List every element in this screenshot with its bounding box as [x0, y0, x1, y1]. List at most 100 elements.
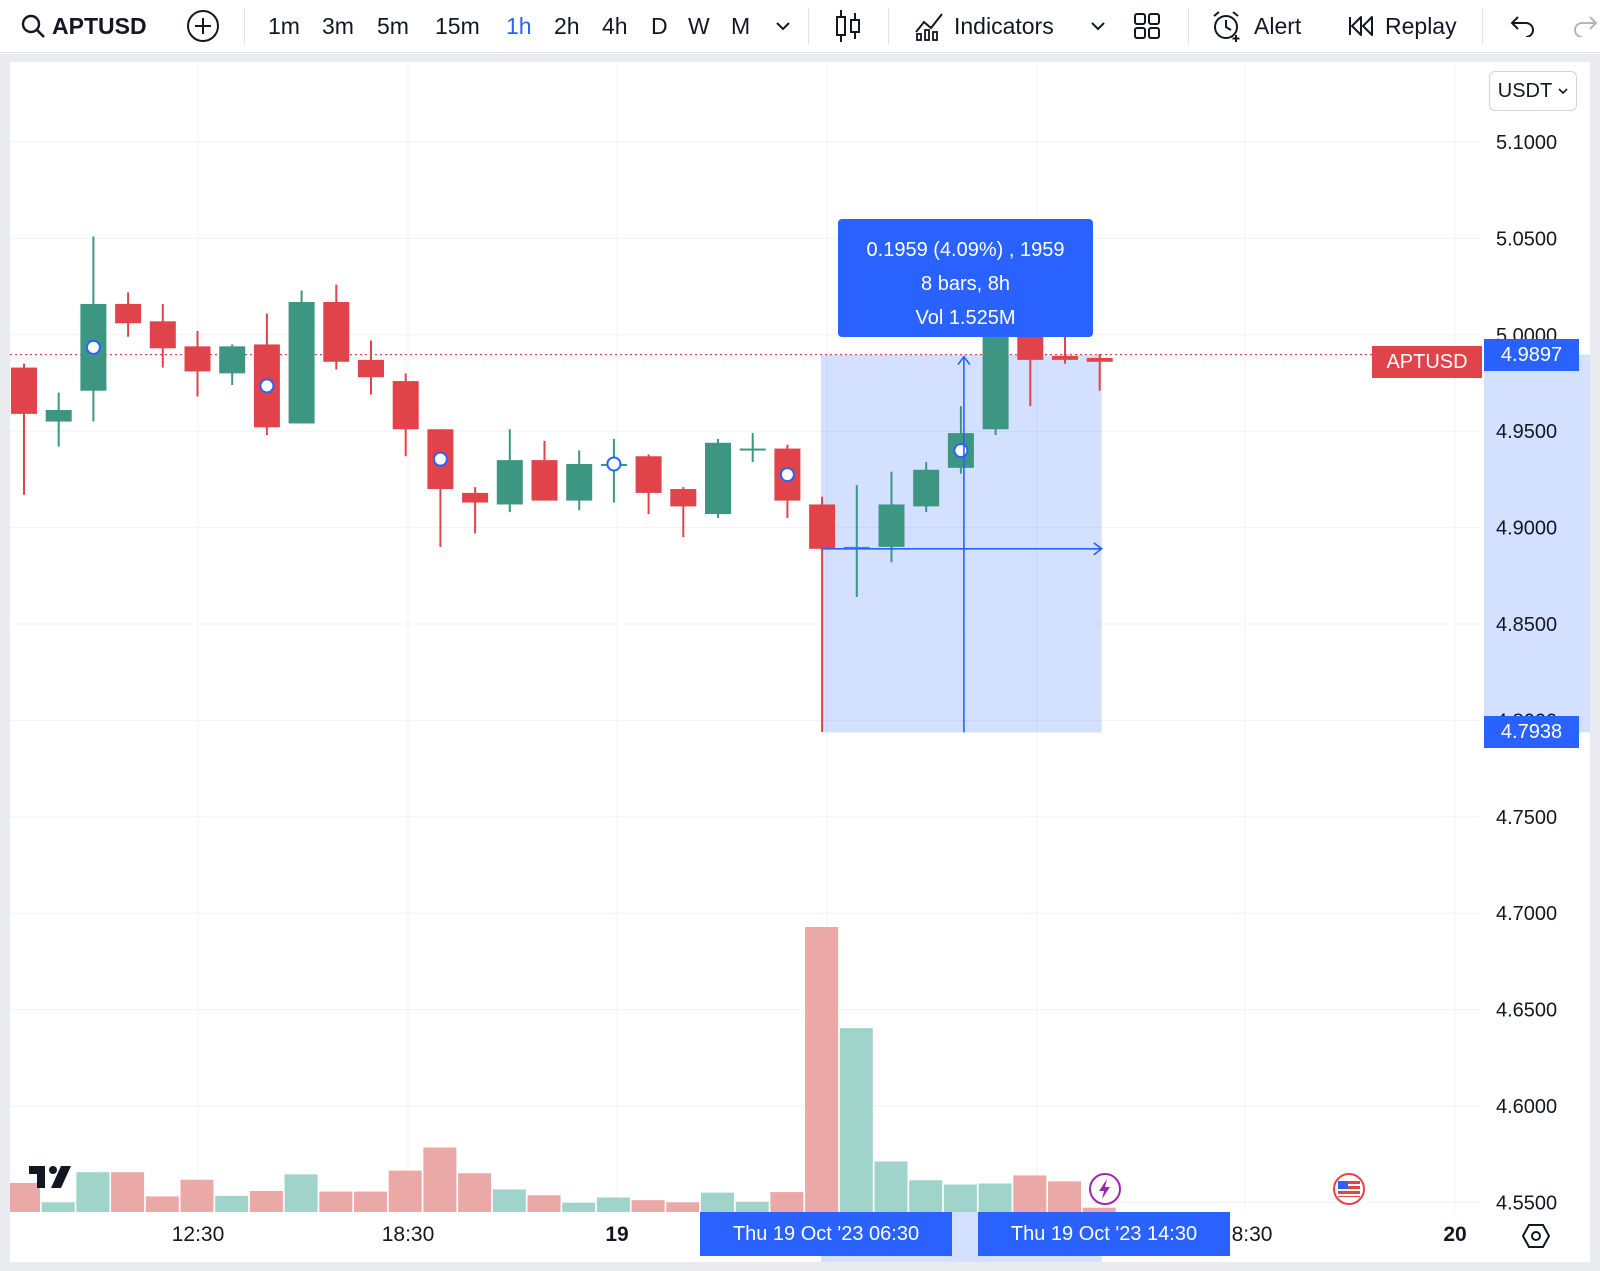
chart-settings-icon[interactable] — [1521, 1222, 1551, 1255]
y-tick-label: 4.7500 — [1496, 807, 1557, 829]
event-marker — [432, 451, 448, 467]
volume-bar — [666, 1202, 700, 1212]
interval-5m[interactable]: 5m — [377, 12, 409, 39]
alert-label: Alert — [1254, 12, 1302, 39]
volume-bar — [1048, 1181, 1081, 1212]
intervals-dropdown[interactable] — [775, 0, 791, 52]
add-circle-icon — [187, 10, 219, 42]
interval-m[interactable]: M — [731, 12, 751, 39]
volume-bar — [527, 1195, 561, 1212]
candle-body — [913, 469, 940, 507]
undo-icon — [1510, 16, 1534, 37]
y-tick-label: 4.9000 — [1496, 518, 1557, 540]
volume-bar — [978, 1183, 1012, 1212]
event-marker — [606, 456, 622, 472]
interval-1m[interactable]: 1m — [268, 12, 300, 39]
measure-high-price-label: 4.9897 — [1484, 339, 1579, 371]
x-tick-label: 20 — [1443, 1223, 1467, 1246]
layout-grid-icon — [1134, 13, 1160, 39]
undo-button[interactable] — [1508, 0, 1536, 52]
candle-body — [323, 302, 350, 362]
volume-bar — [805, 927, 839, 1212]
volume-bar — [354, 1191, 387, 1212]
x-tick-label: 19 — [605, 1223, 629, 1246]
replay-icon — [1349, 16, 1373, 36]
y-tick-label: 4.9500 — [1496, 421, 1557, 443]
candle-body — [288, 302, 315, 424]
volume-bar — [458, 1173, 492, 1212]
y-tick-label: 4.7000 — [1496, 903, 1557, 925]
candle-body — [705, 442, 731, 515]
candle-body — [531, 460, 558, 501]
event-marker — [953, 442, 969, 458]
candle-body — [184, 346, 211, 372]
measure-tooltip: 0.1959 (4.09%) , 1959 8 bars, 8h Vol 1.5… — [838, 219, 1093, 337]
candle-body — [635, 456, 662, 493]
event-marker — [259, 378, 275, 394]
volume-bar — [701, 1192, 734, 1212]
us-flag-icon[interactable] — [1332, 1172, 1366, 1211]
redo-icon — [1574, 16, 1598, 37]
volume-bar — [1013, 1175, 1047, 1212]
redo-button[interactable] — [1572, 0, 1600, 52]
candle-body — [219, 346, 246, 374]
chevron-down-icon — [776, 22, 790, 31]
measure-bars: 8 bars, 8h — [921, 273, 1010, 295]
interval-15m[interactable]: 15m — [435, 12, 480, 39]
candle-body — [45, 409, 72, 422]
y-tick-label: 5.1000 — [1496, 132, 1557, 154]
search-icon — [21, 14, 45, 38]
volume-bar — [943, 1184, 977, 1212]
candle-body — [843, 546, 870, 549]
interval-2h[interactable]: 2h — [554, 12, 580, 39]
measure-change: 0.1959 (4.09%) , 1959 — [866, 239, 1065, 261]
volume-bar — [319, 1191, 353, 1212]
interval-d[interactable]: D — [651, 12, 668, 39]
x-tick-label: 12:30 — [171, 1223, 225, 1246]
volume-bar — [596, 1197, 630, 1212]
measure-low-price-label: 4.7938 — [1484, 716, 1579, 748]
layout-button[interactable] — [1133, 0, 1161, 52]
lightning-icon[interactable] — [1088, 1172, 1122, 1211]
currency-select[interactable]: USDT — [1489, 71, 1577, 111]
candle-body — [496, 460, 523, 505]
indicators-button[interactable]: Indicators — [914, 0, 1054, 52]
volume-bar — [215, 1195, 249, 1212]
replay-button[interactable]: Replay — [1347, 0, 1457, 52]
candle-body — [1086, 357, 1113, 362]
interval-3m[interactable]: 3m — [322, 12, 354, 39]
y-tick-label: 4.6000 — [1496, 1096, 1557, 1118]
candle-body — [1017, 332, 1044, 360]
interval-4h[interactable]: 4h — [602, 12, 628, 39]
compare-symbol-button[interactable] — [186, 0, 220, 52]
alarm-clock-icon — [1213, 11, 1240, 42]
candle-body — [11, 367, 37, 414]
chart-pane[interactable]: 5.10005.05005.00004.95004.90004.85004.80… — [7, 62, 1590, 1262]
y-tick-label: 5.0500 — [1496, 228, 1557, 250]
tradingview-logo[interactable] — [27, 1162, 81, 1195]
interval-w[interactable]: W — [688, 12, 710, 39]
replay-label: Replay — [1385, 12, 1457, 39]
symbol-search[interactable]: APTUSD — [20, 0, 147, 52]
candle-body — [878, 504, 905, 547]
measure-arrow-head — [1093, 542, 1104, 556]
indicators-icon — [915, 13, 943, 41]
volume-bar — [111, 1172, 145, 1212]
volume-bar — [76, 1172, 110, 1212]
candle-body — [115, 303, 142, 324]
candle-body — [566, 463, 593, 501]
chevron-down-icon — [1558, 87, 1568, 94]
currency-select-value: USDT — [1497, 79, 1553, 102]
chart-type-button[interactable] — [834, 0, 862, 52]
candle-body — [809, 504, 836, 549]
candle-body — [392, 381, 419, 430]
indicators-dropdown[interactable] — [1090, 0, 1106, 52]
volume-bar — [874, 1161, 908, 1212]
volume-bar — [735, 1201, 769, 1212]
interval-1h[interactable]: 1h — [506, 12, 532, 39]
alert-button[interactable]: Alert — [1210, 0, 1301, 52]
candle-body — [670, 489, 697, 507]
measure-start-time-label: Thu 19 Oct '23 06:30 — [700, 1212, 952, 1256]
candlestick-chart[interactable]: 5.10005.05005.00004.95004.90004.85004.80… — [7, 62, 1590, 1262]
volume-bar — [180, 1179, 214, 1212]
